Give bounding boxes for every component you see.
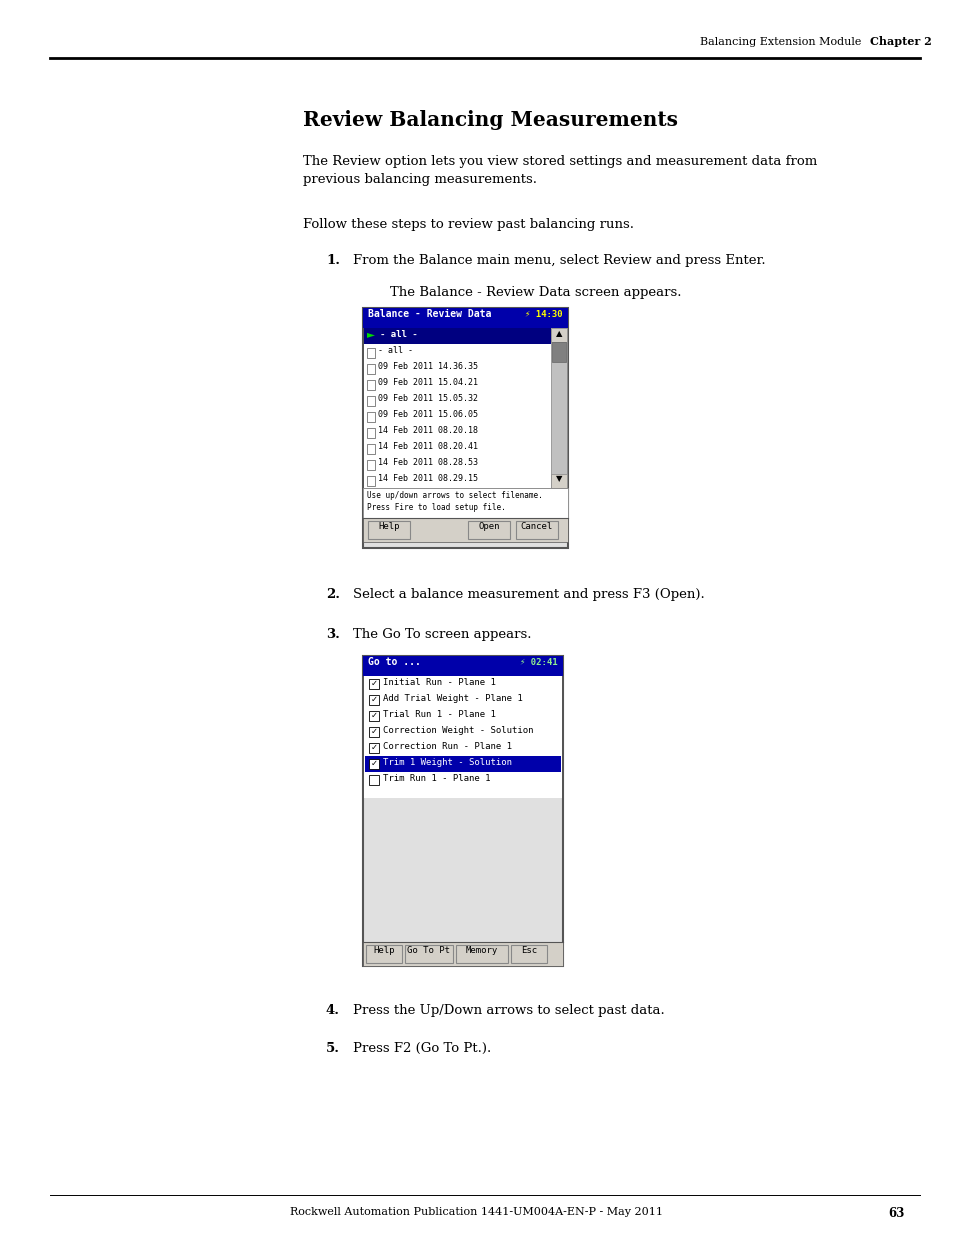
Bar xyxy=(363,488,567,517)
Text: ✓: ✓ xyxy=(370,711,377,720)
Text: Trial Run 1 - Plane 1: Trial Run 1 - Plane 1 xyxy=(382,710,496,719)
Bar xyxy=(364,329,551,488)
Text: Press the Up/Down arrows to select past data.: Press the Up/Down arrows to select past … xyxy=(353,1004,664,1016)
Text: 4.: 4. xyxy=(326,1004,339,1016)
Bar xyxy=(369,743,378,753)
Bar xyxy=(369,695,378,705)
Text: 2.: 2. xyxy=(326,588,339,601)
Bar xyxy=(468,521,510,538)
Bar xyxy=(367,459,375,471)
Bar xyxy=(369,727,378,737)
Bar xyxy=(369,776,378,785)
Text: Memory: Memory xyxy=(465,946,497,955)
Text: From the Balance main menu, select Review and press Enter.: From the Balance main menu, select Revie… xyxy=(353,254,765,267)
Bar xyxy=(363,656,562,676)
Bar xyxy=(369,711,378,721)
Text: 63: 63 xyxy=(887,1207,904,1220)
Text: Add Trial Weight - Plane 1: Add Trial Weight - Plane 1 xyxy=(382,694,522,703)
Bar xyxy=(456,945,507,963)
Text: - all -: - all - xyxy=(379,330,417,338)
Bar xyxy=(405,945,453,963)
Bar xyxy=(365,756,560,772)
Text: Correction Run - Plane 1: Correction Run - Plane 1 xyxy=(382,742,512,751)
Bar xyxy=(551,329,566,488)
Text: 09 Feb 2011 15.05.32: 09 Feb 2011 15.05.32 xyxy=(377,394,477,403)
Text: Go to ...: Go to ... xyxy=(368,657,420,667)
Text: Cancel: Cancel xyxy=(520,522,553,531)
Text: 14 Feb 2011 08.28.53: 14 Feb 2011 08.28.53 xyxy=(377,458,477,467)
Text: 09 Feb 2011 14.36.35: 09 Feb 2011 14.36.35 xyxy=(377,362,477,370)
Text: ✓: ✓ xyxy=(370,727,377,736)
Text: ✓: ✓ xyxy=(370,695,377,704)
Text: ✓: ✓ xyxy=(370,679,377,688)
Bar xyxy=(368,521,410,538)
Bar xyxy=(363,308,567,548)
Text: Help: Help xyxy=(377,522,399,531)
Bar xyxy=(367,475,375,487)
Bar xyxy=(364,676,561,798)
Text: The Review option lets you view stored settings and measurement data from
previo: The Review option lets you view stored s… xyxy=(303,156,817,186)
Text: 14 Feb 2011 08.29.15: 14 Feb 2011 08.29.15 xyxy=(377,474,477,483)
Text: Press F2 (Go To Pt.).: Press F2 (Go To Pt.). xyxy=(353,1042,491,1055)
Text: The Go To screen appears.: The Go To screen appears. xyxy=(353,629,531,641)
Text: ✓: ✓ xyxy=(370,743,377,752)
Bar xyxy=(367,429,375,438)
Text: Balancing Extension Module: Balancing Extension Module xyxy=(700,37,861,47)
Text: Select a balance measurement and press F3 (Open).: Select a balance measurement and press F… xyxy=(353,588,704,601)
Text: Help: Help xyxy=(373,946,395,955)
Text: 14 Feb 2011 08.20.41: 14 Feb 2011 08.20.41 xyxy=(377,442,477,451)
Text: Use up/down arrows to select filename.
Press Fire to load setup file.: Use up/down arrows to select filename. P… xyxy=(367,492,542,511)
Text: Go To Pt: Go To Pt xyxy=(407,946,450,955)
Text: Open: Open xyxy=(477,522,499,531)
Bar xyxy=(516,521,558,538)
Bar xyxy=(367,364,375,374)
Text: ✓: ✓ xyxy=(370,760,377,768)
Text: 09 Feb 2011 15.06.05: 09 Feb 2011 15.06.05 xyxy=(377,410,477,419)
Bar xyxy=(367,445,375,454)
Bar xyxy=(367,380,375,390)
Text: Rockwell Automation Publication 1441-UM004A-EN-P - May 2011: Rockwell Automation Publication 1441-UM0… xyxy=(291,1207,662,1216)
Text: Review Balancing Measurements: Review Balancing Measurements xyxy=(303,110,678,130)
Text: 5.: 5. xyxy=(326,1042,339,1055)
Bar xyxy=(551,329,566,342)
Text: 14 Feb 2011 08.20.18: 14 Feb 2011 08.20.18 xyxy=(377,426,477,435)
Bar xyxy=(367,348,375,358)
Bar xyxy=(366,945,401,963)
Text: The Balance - Review Data screen appears.: The Balance - Review Data screen appears… xyxy=(390,287,680,299)
Text: 1.: 1. xyxy=(326,254,339,267)
Text: Trim Run 1 - Plane 1: Trim Run 1 - Plane 1 xyxy=(382,774,490,783)
Bar xyxy=(511,945,546,963)
Text: Initial Run - Plane 1: Initial Run - Plane 1 xyxy=(382,678,496,687)
Bar xyxy=(367,412,375,422)
Text: Esc: Esc xyxy=(520,946,537,955)
Text: Balance - Review Data: Balance - Review Data xyxy=(368,309,491,319)
Text: Trim 1 Weight - Solution: Trim 1 Weight - Solution xyxy=(382,758,512,767)
Text: Follow these steps to review past balancing runs.: Follow these steps to review past balanc… xyxy=(303,219,634,231)
Bar xyxy=(363,308,567,329)
Text: ⚡ 02:41: ⚡ 02:41 xyxy=(519,658,558,667)
Bar xyxy=(363,942,562,966)
Text: ▼: ▼ xyxy=(556,474,561,483)
Bar xyxy=(369,760,378,769)
Text: - all -: - all - xyxy=(377,346,413,354)
Bar xyxy=(369,679,378,689)
Bar xyxy=(367,396,375,406)
Bar xyxy=(363,656,562,966)
Bar xyxy=(363,517,567,542)
Bar xyxy=(364,329,551,345)
Text: 3.: 3. xyxy=(326,629,339,641)
Bar xyxy=(551,474,566,488)
Text: Chapter 2: Chapter 2 xyxy=(869,36,931,47)
Text: 09 Feb 2011 15.04.21: 09 Feb 2011 15.04.21 xyxy=(377,378,477,387)
Bar xyxy=(552,342,565,362)
Text: Correction Weight - Solution: Correction Weight - Solution xyxy=(382,726,533,735)
Text: ►: ► xyxy=(367,329,375,338)
Text: ▲: ▲ xyxy=(556,329,561,338)
Text: ⚡ 14:30: ⚡ 14:30 xyxy=(525,310,562,319)
